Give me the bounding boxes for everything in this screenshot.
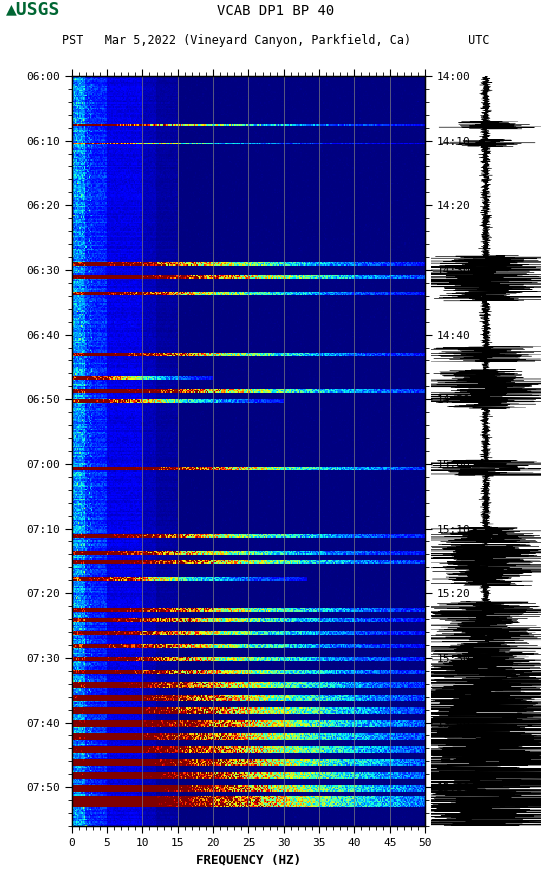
X-axis label: FREQUENCY (HZ): FREQUENCY (HZ) (196, 854, 301, 866)
Text: VCAB DP1 BP 40: VCAB DP1 BP 40 (217, 4, 335, 18)
Text: ▲USGS: ▲USGS (6, 1, 60, 19)
Text: PST   Mar 5,2022 (Vineyard Canyon, Parkfield, Ca)        UTC: PST Mar 5,2022 (Vineyard Canyon, Parkfie… (62, 34, 490, 47)
